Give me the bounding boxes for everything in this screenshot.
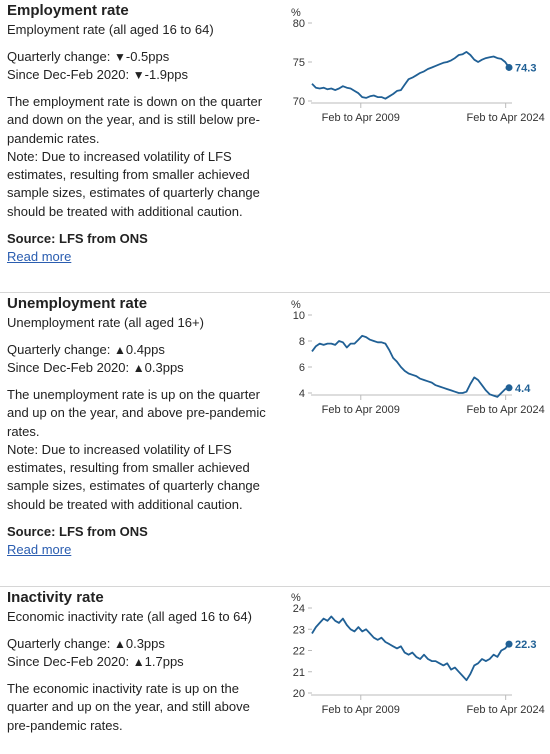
- y-tick-label: 4: [299, 388, 305, 400]
- unemployment-line-chart: % 4 6 8 10 Feb to Apr 2009 Feb to Apr 2024 4.4: [291, 299, 545, 416]
- panel-note: Note: Due to increased volatility of LFS…: [7, 148, 260, 219]
- panel-description: The economic inactivity rate is up on th…: [7, 681, 250, 733]
- y-unit-label: %: [291, 299, 301, 311]
- x-tick-label: Feb to Apr 2024: [467, 112, 545, 124]
- series-end-label: 22.3: [515, 639, 536, 651]
- up-triangle-icon: ▲: [113, 637, 126, 651]
- y-tick-label: 20: [293, 688, 305, 700]
- employment-panel: Employment rate Employment rate (all age…: [0, 0, 550, 292]
- series-end-label: 74.3: [515, 62, 536, 74]
- y-tick-label: 70: [293, 96, 305, 108]
- down-triangle-icon: ▼: [113, 50, 126, 64]
- panel-title: Inactivity rate: [7, 589, 104, 606]
- down-triangle-icon: ▼: [132, 68, 145, 82]
- x-tick-label: Feb to Apr 2009: [322, 112, 400, 124]
- x-tick-label: Feb to Apr 2024: [467, 404, 545, 416]
- stats: Quarterly change: ▲0.3pps Since Dec-Feb …: [7, 635, 275, 671]
- stats: Quarterly change: ▼-0.5pps Since Dec-Feb…: [7, 48, 275, 84]
- panel-source: Source: LFS from ONS: [7, 231, 148, 247]
- y-unit-label: %: [291, 592, 301, 604]
- stats: Quarterly change: ▲0.4pps Since Dec-Feb …: [7, 341, 275, 377]
- panel-subtitle: Employment rate (all aged 16 to 64): [7, 22, 214, 37]
- read-more-link[interactable]: Read more: [7, 542, 72, 558]
- panel-description: The employment rate is down on the quart…: [7, 93, 275, 221]
- panel-source: Source: LFS from ONS: [7, 524, 148, 540]
- inactivity-panel: Inactivity rate Economic inactivity rate…: [0, 586, 550, 754]
- series-line: [311, 334, 510, 398]
- unemployment-panel: Unemployment rate Unemployment rate (all…: [0, 292, 550, 587]
- x-tick-label: Feb to Apr 2009: [322, 704, 400, 716]
- x-tick-label: Feb to Apr 2009: [322, 404, 400, 416]
- since-change: Since Dec-Feb 2020: ▲0.3pps: [7, 360, 184, 375]
- series-line: [311, 51, 510, 100]
- y-tick-label: 6: [299, 362, 305, 374]
- inactivity-chart: % 20 21 22 23 24 Feb to Apr 2009 Feb to Apr 202…: [285, 591, 550, 723]
- series-end-point: [505, 384, 513, 392]
- since-change: Since Dec-Feb 2020: ▲1.7pps: [7, 654, 184, 669]
- unemployment-chart: % 4 6 8 10 Feb to Apr 2009 Feb to Apr 2024 4.4: [285, 298, 550, 423]
- read-more-link[interactable]: Read more: [7, 249, 72, 265]
- employment-line-chart: % 70 75 80 Feb to Apr 2009 Feb to Apr 2024 74.…: [291, 7, 545, 124]
- series-line: [311, 615, 510, 682]
- y-tick-label: 8: [299, 336, 305, 348]
- panel-subtitle: Economic inactivity rate (all aged 16 to…: [7, 609, 252, 624]
- panel-title: Unemployment rate: [7, 295, 148, 312]
- y-tick-label: 21: [293, 667, 305, 679]
- panel-description: The unemployment rate is up on the quart…: [7, 386, 275, 514]
- y-tick-label: 23: [293, 624, 305, 636]
- panel-note: Note: Due to increased volatility of LFS…: [7, 441, 260, 512]
- quarterly-change: Quarterly change: ▼-0.5pps: [7, 49, 170, 64]
- series-end-point: [505, 63, 513, 71]
- series-end-point: [505, 640, 513, 648]
- quarterly-change: Quarterly change: ▲0.3pps: [7, 636, 165, 651]
- employment-chart: % 70 75 80 Feb to Apr 2009 Feb to Apr 2024 74.…: [285, 6, 550, 131]
- y-unit-label: %: [291, 7, 301, 19]
- y-tick-label: 75: [293, 57, 305, 69]
- since-change: Since Dec-Feb 2020: ▼-1.9pps: [7, 67, 189, 82]
- series-end-label: 4.4: [515, 383, 531, 395]
- inactivity-line-chart: % 20 21 22 23 24 Feb to Apr 2009 Feb to Apr 202…: [291, 592, 545, 716]
- x-tick-label: Feb to Apr 2024: [467, 704, 545, 716]
- y-tick-label: 22: [293, 646, 305, 658]
- panel-title: Employment rate: [7, 2, 129, 19]
- up-triangle-icon: ▲: [132, 361, 145, 375]
- y-tick-label: 24: [293, 603, 305, 615]
- up-triangle-icon: ▲: [132, 655, 145, 669]
- y-tick-label: 80: [293, 18, 305, 30]
- panel-subtitle: Unemployment rate (all aged 16+): [7, 315, 204, 330]
- quarterly-change: Quarterly change: ▲0.4pps: [7, 342, 165, 357]
- up-triangle-icon: ▲: [113, 343, 126, 357]
- y-tick-label: 10: [293, 310, 305, 322]
